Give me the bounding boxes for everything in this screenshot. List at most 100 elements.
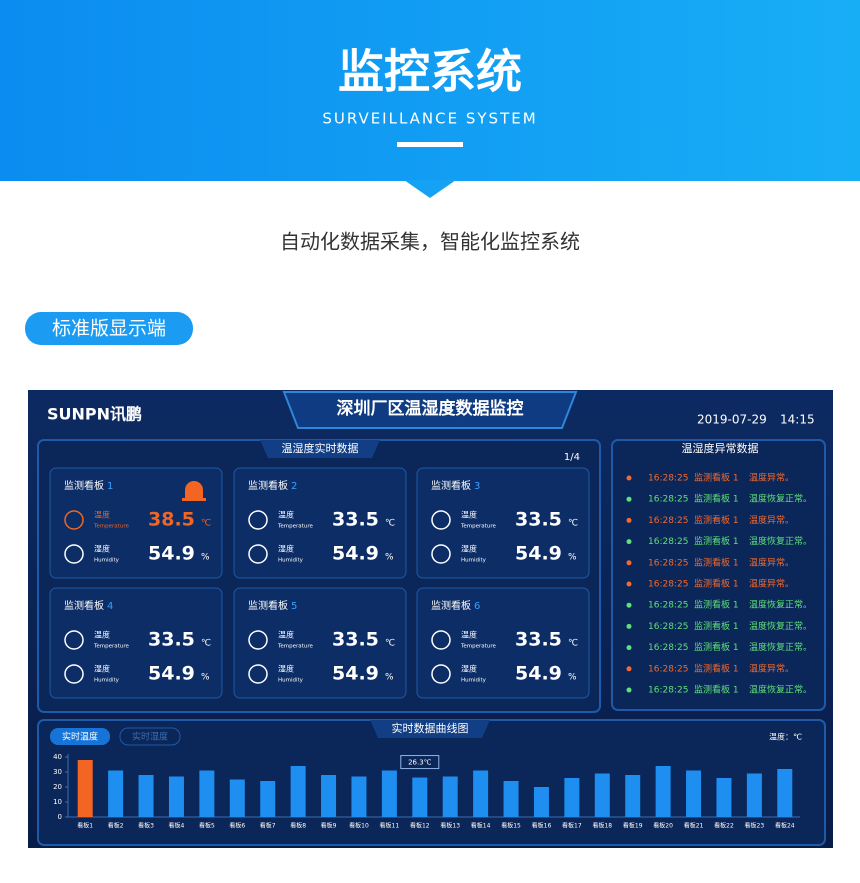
bar [199, 770, 215, 817]
metric-unit: ℃ [201, 639, 211, 649]
alert-dot [626, 517, 632, 523]
alert-message: 温度异常。 [749, 578, 794, 590]
metric-label-en: Temperature [277, 644, 313, 650]
metric-value: 54.9 [332, 543, 379, 565]
x-tick-label: 看板5 [199, 822, 215, 830]
icon-ring [64, 544, 84, 564]
metric-unit: ℃ [385, 639, 395, 649]
alert-dot [626, 623, 632, 629]
alert-message: 温度恢复正常。 [749, 641, 812, 653]
alert-board: 监测看板 1 [694, 493, 739, 505]
x-tick-label: 看板17 [562, 822, 582, 830]
x-tick-label: 看板16 [532, 822, 552, 830]
metric-value: 54.9 [332, 663, 379, 685]
card-title: 监测看板 [64, 479, 104, 492]
bar [594, 773, 610, 817]
dashboard-title-frame [282, 391, 578, 429]
x-tick-label: 看板12 [410, 822, 430, 830]
x-tick-label: 看板4 [169, 822, 185, 830]
bar [138, 775, 154, 817]
card [416, 467, 590, 579]
icon-ring [431, 664, 451, 684]
y-tick-label: 0 [58, 813, 62, 821]
metric-label: 温度 [94, 510, 110, 520]
card-number: 1 [107, 481, 113, 492]
x-tick-label: 看板14 [471, 822, 491, 830]
alert-time: 16:28:25 [648, 686, 688, 696]
metric-value: 54.9 [148, 543, 195, 565]
metric-value: 33.5 [332, 629, 379, 651]
metric-label: 湿度 [278, 664, 294, 674]
metric-value: 33.5 [332, 509, 379, 531]
realtime-tab [260, 440, 380, 458]
metric-unit: % [385, 673, 394, 683]
icon-ring [248, 544, 268, 564]
bar [260, 781, 276, 817]
card-number: 6 [474, 601, 480, 612]
metric-unit: % [568, 553, 577, 563]
bar [290, 766, 306, 817]
metric-label: 湿度 [461, 664, 477, 674]
metric-value: 54.9 [515, 663, 562, 685]
bar [686, 770, 702, 817]
y-tick-label: 40 [53, 753, 62, 761]
x-tick-label: 看板9 [321, 822, 337, 830]
card-title: 监测看板 [431, 599, 471, 612]
x-tick-label: 看板3 [138, 822, 154, 830]
icon-ring [248, 664, 268, 684]
metric-label-en: Humidity [94, 678, 120, 684]
bar [77, 760, 93, 817]
alert-time: 16:28:25 [648, 558, 688, 568]
metric-value: 33.5 [515, 509, 562, 531]
alert-dot [626, 496, 632, 502]
curve-tab [370, 720, 490, 738]
metric-unit: ℃ [568, 639, 578, 649]
metric-label-en: Humidity [278, 558, 304, 564]
metric-label-en: Humidity [278, 678, 304, 684]
bar [229, 779, 245, 817]
metric-label: 湿度 [94, 544, 110, 554]
bar [351, 776, 367, 817]
bar [381, 770, 397, 817]
alert-message: 温度异常。 [749, 472, 794, 484]
tagline: 自动化数据采集，智能化监控系统 [280, 230, 580, 254]
bar [625, 775, 641, 817]
tooltip-label: 26.3℃ [408, 759, 432, 767]
metric-label-en: Temperature [460, 524, 496, 530]
alert-dot [626, 560, 632, 566]
card-number: 3 [474, 481, 480, 492]
date: 2019-07-29 [697, 413, 767, 427]
alert-board: 监测看板 1 [694, 514, 739, 526]
bar [473, 770, 489, 817]
card [416, 587, 590, 699]
card [233, 587, 407, 699]
alert-time: 16:28:25 [648, 537, 688, 547]
alert-message: 温度异常。 [749, 514, 794, 526]
alert-message: 温度异常。 [749, 556, 794, 568]
card [233, 467, 407, 579]
x-tick-label: 看板18 [592, 822, 612, 830]
tab-inactive[interactable] [119, 727, 181, 746]
icon-ring [64, 664, 84, 684]
curve-title: 实时数据曲线图 [392, 721, 469, 735]
tooltip-box [400, 755, 440, 770]
tab-label[interactable]: 实时温度 [62, 731, 98, 743]
metric-unit: % [385, 553, 394, 563]
alarm-icon [185, 481, 203, 498]
tab-label[interactable]: 实时湿度 [132, 731, 168, 743]
card-title: 监测看板 [248, 599, 288, 612]
alert-board: 监测看板 1 [694, 599, 739, 611]
card-number: 2 [291, 481, 297, 492]
tab-active[interactable] [50, 728, 110, 745]
icon-ring [431, 544, 451, 564]
alert-message: 温度恢复正常。 [749, 493, 812, 505]
x-tick-label: 看板15 [501, 822, 521, 830]
alert-message: 温度恢复正常。 [749, 620, 812, 632]
x-tick-label: 看板6 [229, 822, 245, 830]
metric-label: 湿度 [278, 544, 294, 554]
alerts-title: 温湿度异常数据 [682, 441, 759, 455]
bar [168, 776, 184, 817]
unit-label: 温度：℃ [769, 732, 802, 742]
metric-unit: % [201, 673, 210, 683]
